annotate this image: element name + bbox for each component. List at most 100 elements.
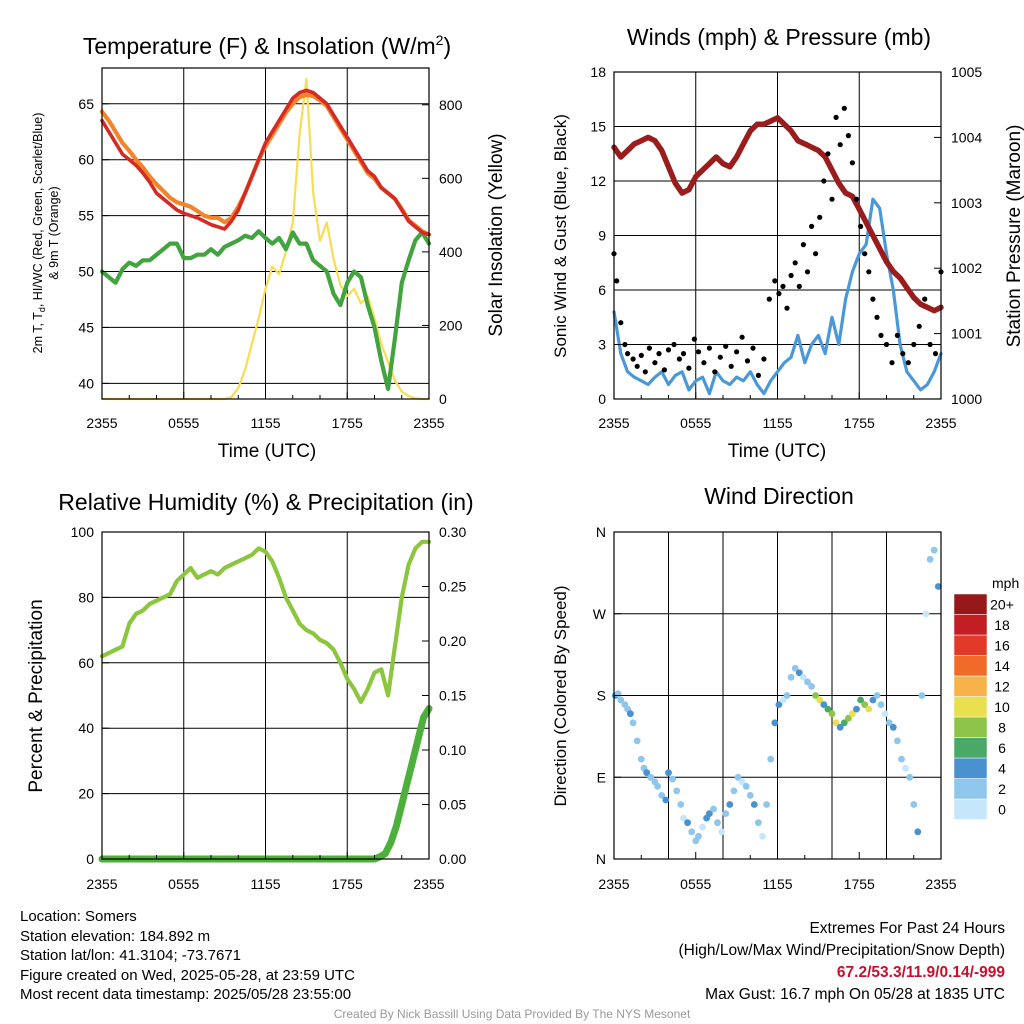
legend-swatch [953,614,988,636]
gust-point [656,351,662,357]
direction-point [828,710,836,718]
legend-swatch [953,757,988,779]
legend-swatch [953,593,988,615]
direction-point [918,692,926,699]
legend-label: 6 [998,740,1006,756]
gust-point [618,320,624,326]
gust-point [706,345,713,351]
y2-tick-label: 0.25 [439,579,466,595]
gust-point [712,369,718,375]
speed-legend-title: mph [992,575,1019,591]
y2-tick-label: 1002 [951,260,982,276]
direction-point [845,714,852,722]
y2-tick-label: 1005 [951,64,982,80]
legend-label: 4 [998,760,1006,776]
figure-created: Figure created on Wed, 2025-05-28, at 23… [20,966,355,984]
y-tick-label: 50 [78,264,94,280]
y-tick-label: 9 [598,228,606,244]
temperature-xlabel: Time (UTC) [218,441,317,462]
direction-point [722,810,730,817]
y2-tick-label: 0.20 [439,633,466,649]
x-tick-label: 2355 [598,415,629,431]
direction-point [658,792,666,799]
direction-point [824,705,832,713]
x-tick-label: 2355 [925,415,956,431]
extremes-legend: (High/Low/Max Wind/Precipitation/Snow De… [678,942,1006,959]
temperature-grid [102,68,429,399]
humidity-panel: Relative Humidity (%) & Precipitation (i… [26,489,474,892]
direction-point [771,719,779,727]
insolation-ylabel: Solar Insolation (Yellow) [486,133,507,336]
humidity-grid [102,531,429,860]
direction-point [746,792,754,799]
direction-point [861,701,869,708]
direction-point [665,769,672,777]
gust-point [800,242,807,248]
direction-point [783,692,791,699]
direction-point [787,673,795,681]
gust-point [717,354,723,360]
gust-point [625,351,631,357]
direction-point [643,769,651,777]
station-elevation: Station elevation: 184.892 m [20,927,211,945]
direction-point [930,546,938,554]
direction-point [808,683,815,690]
winds-xlabel: Time (UTC) [728,441,827,462]
direction-point [877,701,885,708]
gust-point [701,360,707,366]
y-tick-label: 60 [78,152,94,168]
gust-point [837,142,843,148]
direction-point [881,710,889,718]
gust-point [817,214,823,220]
gust-point [883,341,890,348]
gust-point [874,314,880,320]
wind-direction-ylabel: Direction (Colored By Speed) [551,585,570,806]
direction-point [750,801,758,808]
humidity-ticks: 2355 0555 1155 1755 2355 0 20 40 60 80 100 0.00 0.05… [71,524,467,892]
wind-direction-points [612,546,942,845]
y2-tick-label: 0 [439,391,447,407]
direction-point [926,555,934,563]
direction-point [710,805,717,813]
direction-point [718,828,725,836]
legend-swatch [953,737,988,759]
direction-point [857,696,864,704]
gust-point [825,151,831,157]
y2-tick-label: 200 [439,317,463,333]
speed-legend: mph 0 2 4 6 8 10 12 14 16 18 20+ [953,575,1019,820]
gust-point [866,269,872,275]
x-tick-label: 2355 [598,876,629,892]
winds-ticks: 2355 0555 1155 1755 2355 0 3 6 9 12 15 18 1000 1001 10… [590,64,982,431]
y2-tick-label: 400 [439,244,463,260]
credit-line: Created By Nick Bassill Using Data Provi… [333,1007,691,1021]
direction-point [889,723,897,731]
gust-point [638,352,644,358]
direction-point [910,801,918,808]
y-tick-label: 45 [78,319,94,335]
y2-tick-label: 1000 [951,391,982,407]
gust-point [870,296,876,302]
gust-point [723,343,729,349]
gust-point [916,323,922,329]
direction-point [629,719,637,727]
y2-tick-label: 0.30 [439,524,466,540]
gust-point [634,363,640,369]
direction-point [614,690,622,698]
direction-point [647,773,655,781]
direction-point [734,773,742,781]
y-tick-label: 12 [590,173,606,189]
x-tick-label: 1155 [250,415,280,431]
wind-direction-grid [614,532,941,859]
direction-point [902,764,909,772]
y-tick-label: 15 [590,119,606,135]
gust-point [614,278,620,284]
y-tick-label: 100 [71,524,95,540]
station-location: Location: Somers [20,908,137,925]
direction-point [755,819,762,827]
wind-direction-title: Wind Direction [704,483,854,509]
winds-panel: Winds (mph) & Pressure (mb) 2355 0555 1155… [551,24,1024,462]
y-tick-label: 40 [78,720,94,736]
gust-point [900,351,906,357]
y-tick-label: 65 [78,96,94,112]
x-tick-label: 2355 [413,876,444,892]
